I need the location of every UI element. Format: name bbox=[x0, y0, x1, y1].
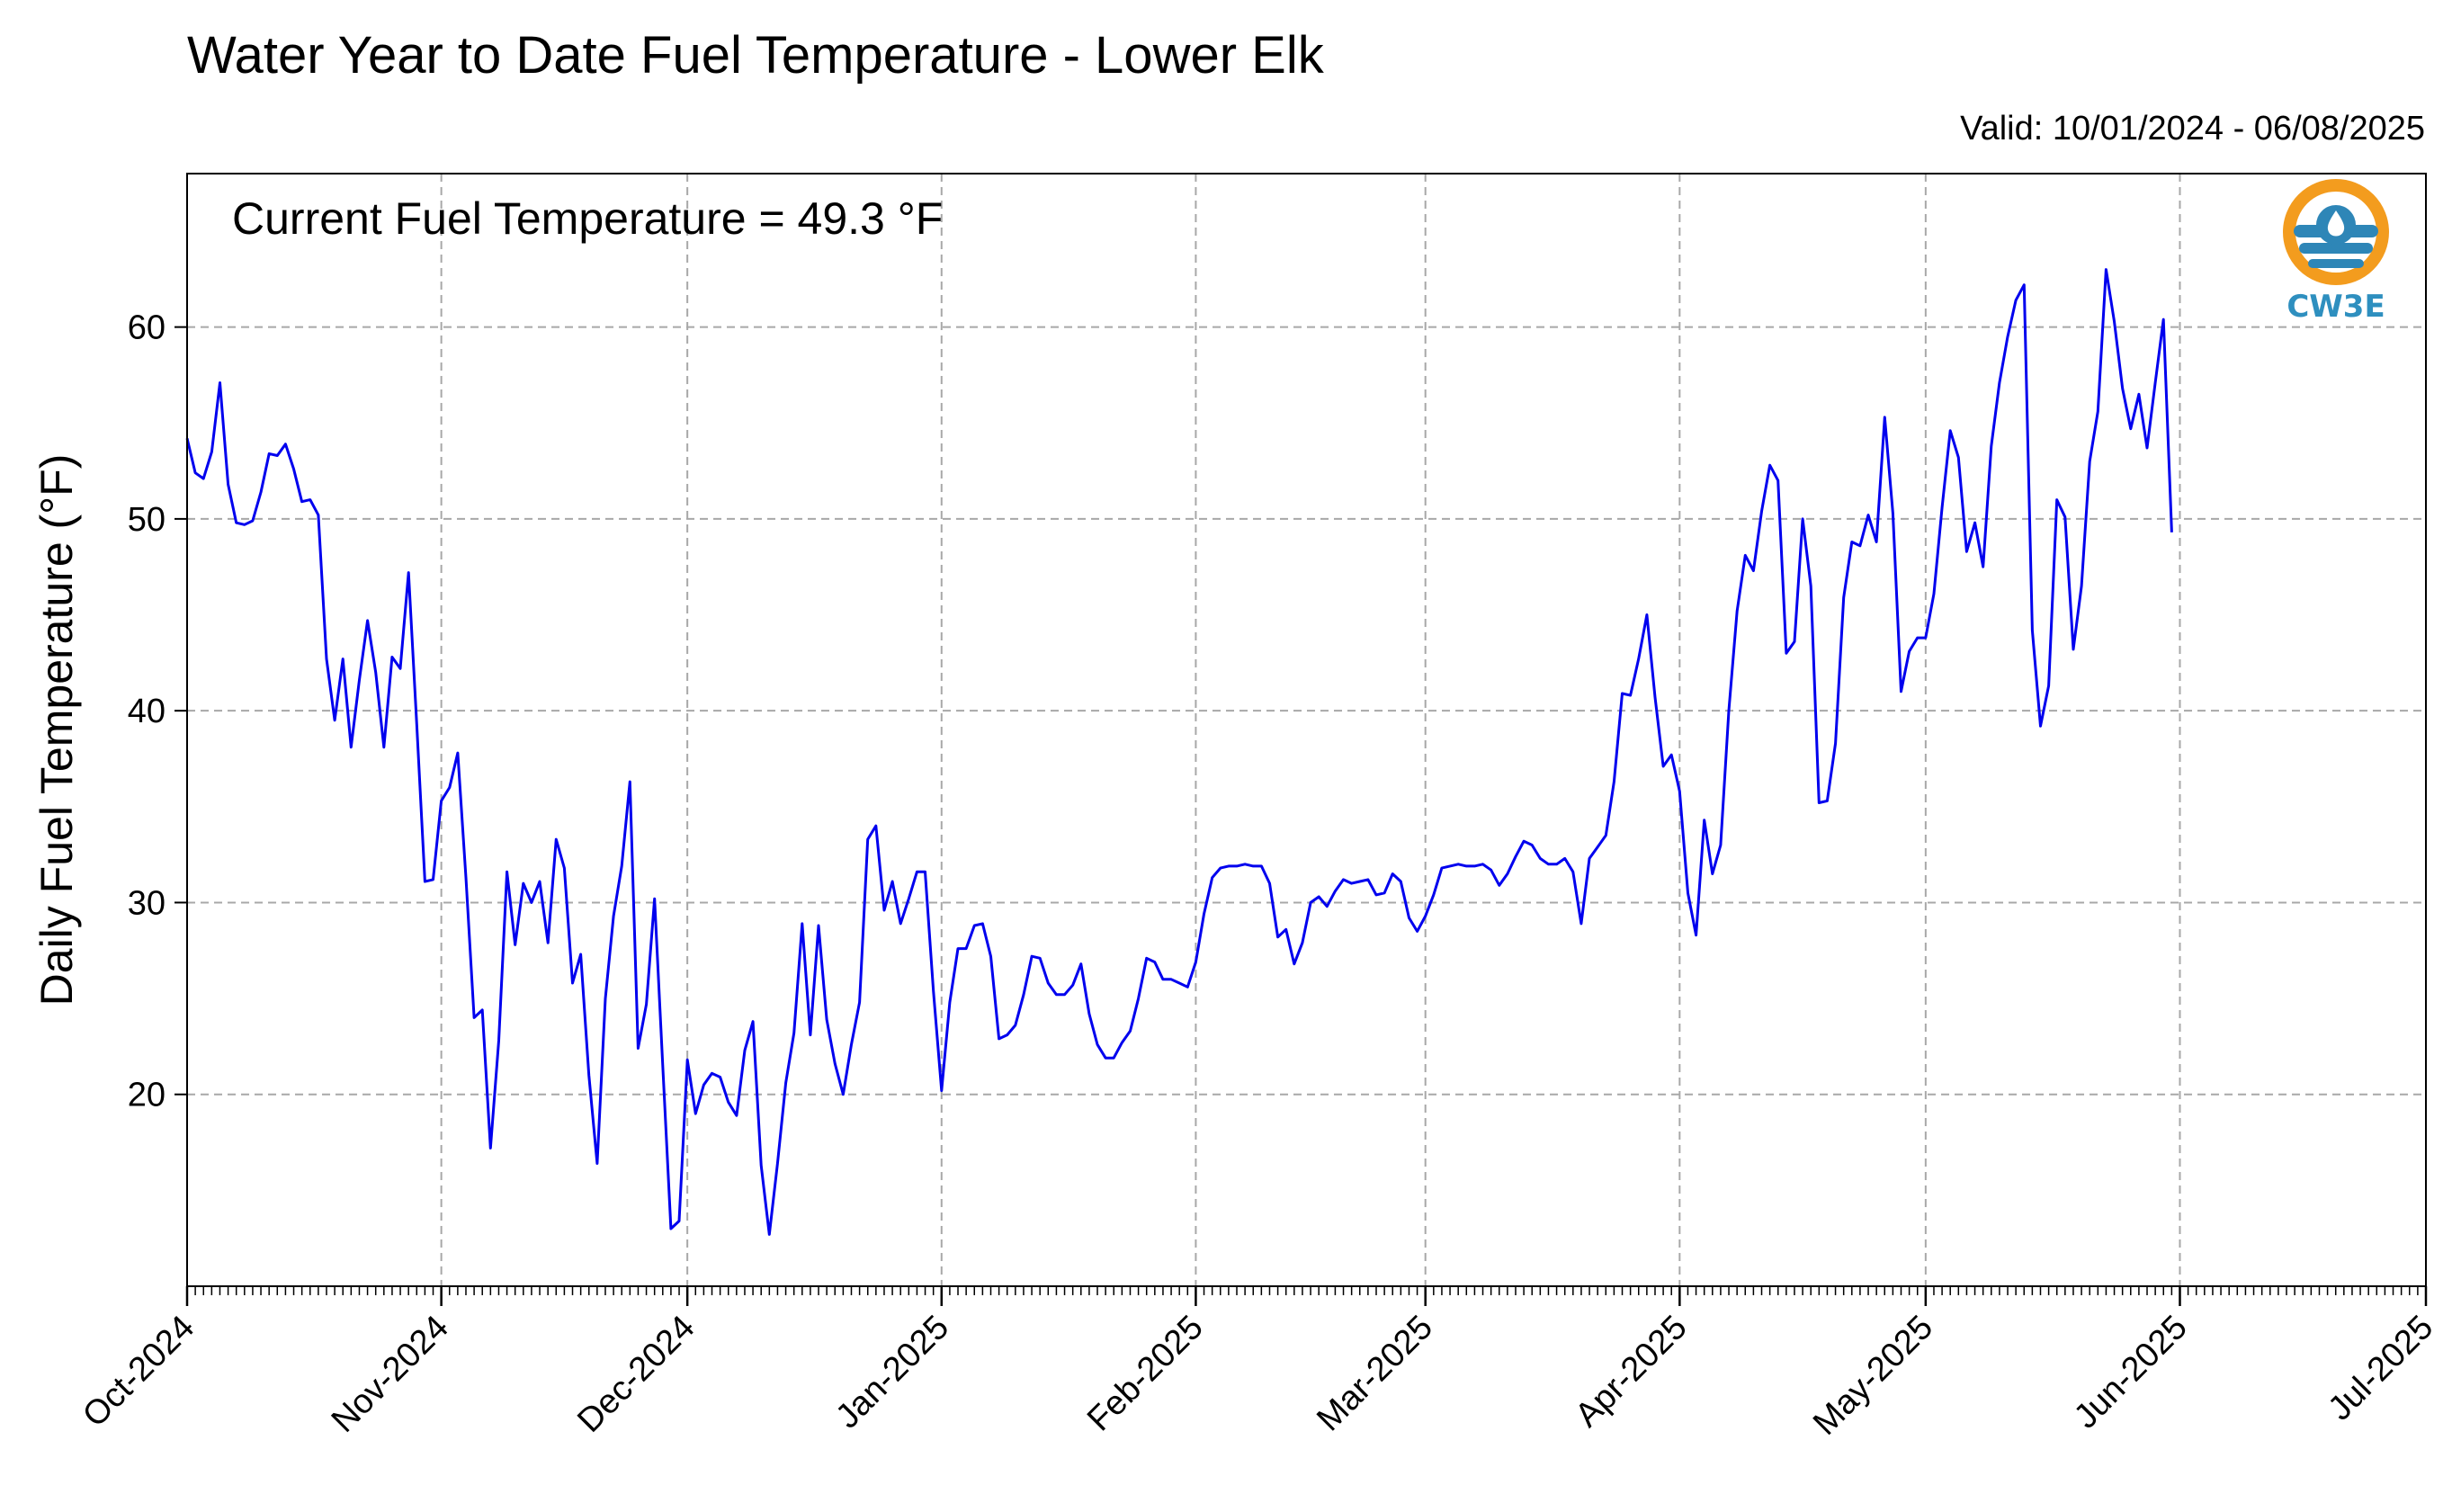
valid-date-range: Valid: 10/01/2024 - 06/08/2025 bbox=[1960, 110, 2425, 148]
grid-lines bbox=[187, 174, 2426, 1286]
y-axis-label: Daily Fuel Temperature (°F) bbox=[31, 454, 82, 1007]
x-tick-label: Nov-2024 bbox=[325, 1309, 456, 1440]
x-tick-label: Apr-2025 bbox=[1568, 1309, 1694, 1435]
x-tick-label: Jan-2025 bbox=[828, 1309, 956, 1436]
current-temperature-annotation: Current Fuel Temperature = 49.3 °F bbox=[232, 193, 943, 244]
x-tick-label: Feb-2025 bbox=[1080, 1309, 1211, 1439]
tick-labels: 20 30 40 50 60 Oct-2024 Nov-2024 Dec-2024 Jan-20… bbox=[76, 309, 2440, 1443]
logo-water-band-3 bbox=[2308, 259, 2364, 268]
x-tick-label: Jun-2025 bbox=[2067, 1309, 2195, 1436]
y-tick-label: 60 bbox=[128, 309, 166, 347]
logo-text: CW3E bbox=[2286, 289, 2385, 325]
x-minor-ticks bbox=[186, 1286, 2427, 1295]
x-tick-label: Dec-2024 bbox=[570, 1309, 702, 1440]
logo-ring bbox=[2283, 179, 2389, 285]
y-tick-label: 40 bbox=[128, 693, 166, 730]
drop-icon bbox=[2327, 210, 2345, 237]
x-tick-label: May-2025 bbox=[1806, 1309, 1940, 1443]
logo-water-band-2 bbox=[2299, 243, 2373, 254]
x-tick-label: Jul-2025 bbox=[2322, 1309, 2441, 1428]
plot-frame bbox=[186, 173, 2427, 1287]
axis-ticks bbox=[175, 326, 2428, 1306]
fuel-temperature-line bbox=[185, 268, 2173, 1236]
cw3e-logo: CW3E bbox=[2283, 179, 2389, 325]
series-layer bbox=[185, 268, 2173, 1236]
y-tick-label: 20 bbox=[128, 1077, 166, 1114]
y-tick-label: 30 bbox=[128, 884, 166, 922]
x-tick-label: Mar-2025 bbox=[1310, 1309, 1440, 1439]
y-tick-label: 50 bbox=[128, 501, 166, 539]
chart-title: Water Year to Date Fuel Temperature - Lo… bbox=[187, 26, 1324, 85]
x-tick-label: Oct-2024 bbox=[76, 1309, 201, 1435]
